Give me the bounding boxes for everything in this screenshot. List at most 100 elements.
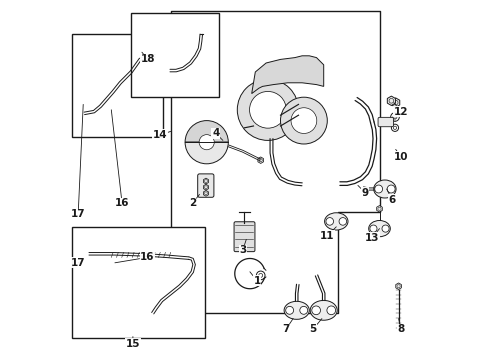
Circle shape: [388, 99, 393, 103]
Circle shape: [81, 111, 90, 120]
Text: 3: 3: [239, 239, 246, 255]
Circle shape: [88, 254, 91, 257]
FancyBboxPatch shape: [234, 222, 254, 252]
Polygon shape: [391, 98, 399, 107]
Circle shape: [139, 68, 146, 75]
Circle shape: [148, 307, 158, 316]
Circle shape: [132, 253, 137, 258]
Polygon shape: [261, 67, 266, 73]
Text: 13: 13: [365, 229, 379, 243]
Text: 1: 1: [249, 272, 260, 286]
Circle shape: [141, 69, 144, 73]
Polygon shape: [274, 67, 279, 73]
FancyBboxPatch shape: [377, 117, 393, 127]
Circle shape: [85, 252, 94, 260]
Polygon shape: [286, 67, 292, 73]
Polygon shape: [257, 157, 263, 163]
Polygon shape: [79, 114, 85, 122]
Circle shape: [262, 68, 265, 72]
Circle shape: [290, 108, 316, 134]
Ellipse shape: [324, 213, 347, 230]
Circle shape: [338, 217, 346, 225]
Circle shape: [78, 256, 81, 259]
Polygon shape: [386, 96, 395, 105]
Bar: [72, 34, 163, 137]
Circle shape: [83, 113, 87, 117]
Circle shape: [249, 91, 285, 128]
Circle shape: [311, 306, 320, 315]
Circle shape: [151, 309, 155, 314]
Ellipse shape: [309, 300, 337, 320]
Circle shape: [386, 185, 394, 193]
Circle shape: [204, 192, 207, 195]
Circle shape: [390, 124, 398, 131]
Circle shape: [377, 207, 380, 210]
Polygon shape: [73, 253, 79, 260]
Circle shape: [285, 306, 293, 314]
Circle shape: [134, 64, 144, 74]
Text: 14: 14: [152, 130, 170, 140]
Polygon shape: [251, 56, 323, 94]
Text: 4: 4: [212, 128, 223, 140]
Polygon shape: [76, 253, 83, 261]
Circle shape: [258, 274, 262, 277]
Polygon shape: [146, 313, 154, 322]
Circle shape: [88, 114, 92, 118]
Circle shape: [287, 68, 290, 72]
Text: 12: 12: [393, 103, 407, 117]
Text: 15: 15: [125, 337, 140, 349]
Ellipse shape: [373, 180, 395, 198]
Polygon shape: [203, 184, 208, 190]
Ellipse shape: [368, 220, 389, 237]
Text: 18: 18: [141, 52, 155, 64]
Text: 5: 5: [308, 319, 321, 334]
Text: 10: 10: [393, 149, 407, 162]
Polygon shape: [376, 206, 382, 212]
Text: 8: 8: [397, 319, 404, 334]
FancyBboxPatch shape: [197, 174, 213, 197]
Circle shape: [259, 158, 262, 162]
Circle shape: [182, 255, 188, 261]
Text: 6: 6: [386, 189, 395, 205]
Circle shape: [204, 186, 207, 189]
Wedge shape: [185, 142, 228, 164]
Polygon shape: [203, 178, 208, 184]
Circle shape: [156, 56, 159, 59]
Text: 2: 2: [188, 194, 199, 208]
Circle shape: [392, 126, 396, 129]
Circle shape: [369, 225, 376, 232]
Circle shape: [129, 250, 140, 261]
Circle shape: [151, 55, 154, 58]
Polygon shape: [299, 67, 305, 73]
Circle shape: [256, 271, 264, 280]
Bar: [72, 227, 204, 338]
Circle shape: [86, 112, 94, 120]
Text: 7: 7: [282, 319, 292, 334]
Circle shape: [392, 115, 396, 119]
Circle shape: [137, 67, 141, 71]
Circle shape: [193, 255, 200, 261]
Circle shape: [74, 255, 78, 258]
Circle shape: [237, 79, 298, 140]
Circle shape: [154, 54, 160, 61]
Polygon shape: [395, 283, 401, 289]
Circle shape: [148, 315, 152, 320]
Circle shape: [325, 217, 333, 225]
Text: 9: 9: [357, 185, 368, 198]
Circle shape: [300, 68, 303, 72]
Circle shape: [82, 253, 86, 257]
Circle shape: [155, 312, 159, 316]
Circle shape: [396, 284, 399, 288]
Circle shape: [204, 180, 207, 183]
Text: 11: 11: [319, 227, 336, 241]
Circle shape: [275, 68, 278, 72]
Ellipse shape: [284, 301, 309, 319]
Text: 17: 17: [71, 104, 85, 219]
Circle shape: [299, 306, 307, 314]
Circle shape: [79, 250, 89, 260]
Circle shape: [326, 306, 335, 315]
Text: 16: 16: [111, 110, 129, 208]
Polygon shape: [203, 190, 208, 196]
Circle shape: [199, 135, 214, 150]
Text: 17: 17: [71, 258, 85, 268]
